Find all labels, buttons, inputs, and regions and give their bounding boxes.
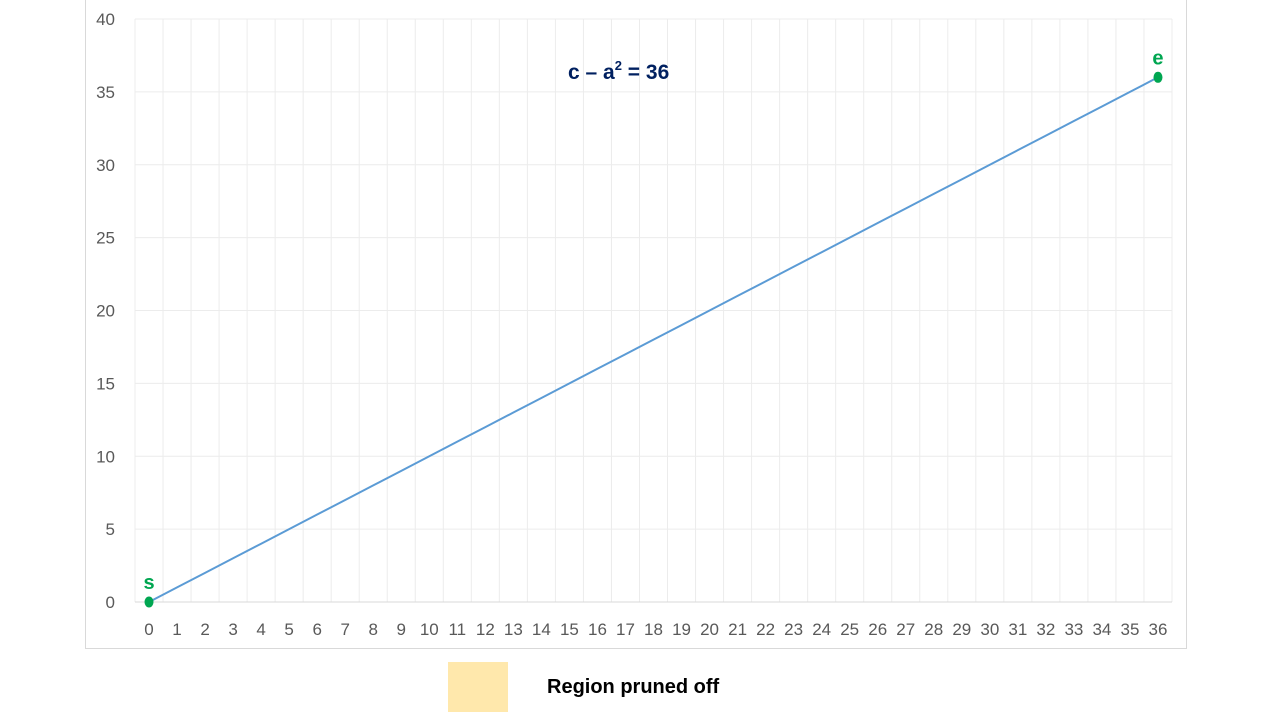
x-axis-ticks: 0 1 2 3 4 5 6 7 8 9 10 11 12 13 14 15 16 17 18 19 20 21 22 23 24… — [144, 620, 1167, 639]
y-tick-label: 40 — [96, 10, 115, 29]
annotation-point-s — [144, 596, 154, 608]
y-tick-label: 0 — [106, 593, 115, 612]
x-tick-label: 29 — [952, 620, 971, 639]
x-tick-label: 22 — [756, 620, 775, 639]
y-tick-label: 5 — [106, 520, 115, 539]
x-tick-label: 3 — [228, 620, 237, 639]
y-tick-label: 25 — [96, 229, 115, 248]
x-tick-label: 13 — [504, 620, 523, 639]
x-tick-label: 14 — [532, 620, 551, 639]
legend-label: Region pruned off — [547, 675, 720, 698]
y-tick-label: 15 — [96, 374, 115, 393]
x-tick-label: 7 — [340, 620, 349, 639]
legend-swatch — [448, 662, 508, 712]
y-axis-ticks: 0 5 10 15 20 25 30 35 40 — [96, 10, 115, 612]
x-tick-label: 26 — [868, 620, 887, 639]
x-tick-label: 35 — [1120, 620, 1139, 639]
series-line — [148, 76, 1159, 603]
x-tick-label: 15 — [560, 620, 579, 639]
x-tick-label: 4 — [256, 620, 265, 639]
x-tick-label: 24 — [812, 620, 831, 639]
x-tick-label: 34 — [1092, 620, 1111, 639]
y-tick-label: 30 — [96, 156, 115, 175]
y-tick-label: 20 — [96, 302, 115, 321]
x-tick-label: 6 — [312, 620, 321, 639]
x-tick-label: 20 — [700, 620, 719, 639]
title-superscript: 2 — [615, 58, 622, 73]
x-tick-label: 9 — [397, 620, 406, 639]
chart-area — [85, 0, 1187, 649]
x-tick-label: 19 — [672, 620, 691, 639]
x-tick-label: 5 — [284, 620, 293, 639]
y-tick-label: 35 — [96, 83, 115, 102]
x-tick-label: 11 — [448, 620, 466, 639]
x-tick-label: 30 — [980, 620, 999, 639]
x-tick-label: 17 — [616, 620, 635, 639]
x-tick-label: 18 — [644, 620, 663, 639]
x-tick-label: 33 — [1064, 620, 1083, 639]
annotations: se — [143, 47, 1164, 608]
x-tick-label: 36 — [1149, 620, 1168, 639]
x-tick-label: 31 — [1008, 620, 1027, 639]
x-tick-label: 25 — [840, 620, 859, 639]
series-layer — [148, 76, 1159, 603]
legend: Region pruned off — [448, 662, 719, 712]
chart-title: c – a2 = 36 — [568, 58, 669, 84]
x-tick-label: 28 — [924, 620, 943, 639]
x-tick-label: 32 — [1036, 620, 1055, 639]
x-tick-label: 1 — [172, 620, 181, 639]
annotation-label-e: e — [1152, 47, 1163, 69]
x-tick-label: 16 — [588, 620, 607, 639]
title-main: c – a — [568, 61, 615, 84]
x-tick-label: 10 — [420, 620, 439, 639]
x-tick-label: 0 — [144, 620, 153, 639]
x-tick-label: 21 — [728, 620, 747, 639]
x-tick-label: 27 — [896, 620, 915, 639]
y-tick-label: 10 — [96, 447, 115, 466]
annotation-label-s: s — [143, 572, 154, 594]
title-rest: = 36 — [622, 61, 669, 84]
x-tick-label: 8 — [368, 620, 377, 639]
x-tick-label: 23 — [784, 620, 803, 639]
x-tick-label: 2 — [200, 620, 209, 639]
x-tick-label: 12 — [476, 620, 495, 639]
grid — [134, 18, 1173, 603]
annotation-point-e — [1153, 71, 1163, 83]
